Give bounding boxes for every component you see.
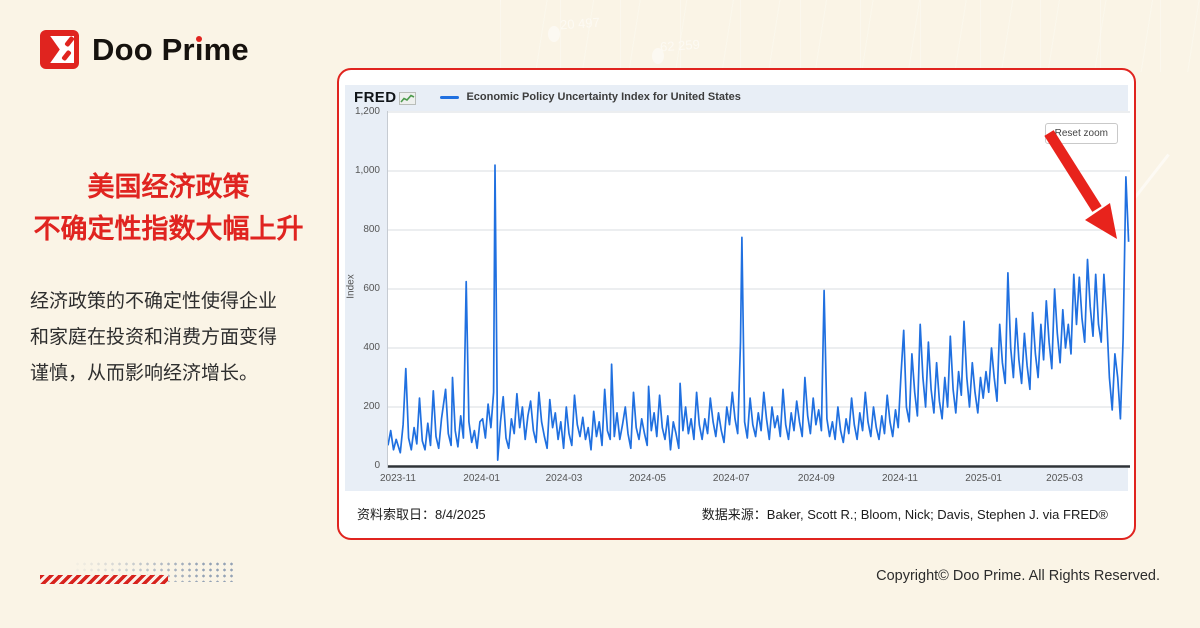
watermark-dot: [548, 26, 560, 42]
striped-bar-decoration: [40, 575, 168, 584]
watermark-number: 62 259: [659, 36, 701, 55]
description-line: 和家庭在投资和消费方面变得: [30, 327, 278, 348]
x-tick-label: 2024-07: [712, 473, 750, 484]
plot-svg: [388, 111, 1130, 468]
x-tick-label: 2024-03: [545, 473, 583, 484]
x-tick-label: 2024-09: [797, 473, 835, 484]
wordmark-part: me: [203, 31, 249, 67]
y-tick-label: 400: [363, 342, 380, 353]
x-axis: 2023-11 2024-01 2024-03 2024-05 2024-07 2024-…: [380, 473, 1129, 489]
y-tick-label: 600: [363, 283, 380, 294]
y-axis: 0 200 400 600 800 1,000 1,200: [345, 106, 384, 471]
reset-zoom-button[interactable]: Reset zoom: [1044, 123, 1118, 144]
y-tick-label: 1,200: [354, 106, 380, 117]
card-footer: 资料索取日：8/4/2025 数据来源：Baker, Scott R.; Blo…: [339, 492, 1134, 538]
x-tick-label: 2025-03: [1046, 473, 1083, 484]
doo-prime-logo-icon: [40, 30, 79, 69]
description-line: 谨慎，从而影响经济增长。: [30, 363, 259, 384]
y-tick-label: 0: [374, 460, 380, 471]
fred-wordmark: FRED: [354, 88, 397, 106]
background-chart-watermark: 20 497 62 259: [500, 0, 1200, 72]
plot-area[interactable]: [387, 111, 1130, 468]
red-i-dot: [196, 35, 203, 42]
wordmark-i: ı: [194, 31, 204, 67]
description-line: 经济政策的不确定性使得企业: [30, 291, 278, 312]
fred-logo: FRED: [354, 88, 417, 106]
red-arrow-annotation: [1044, 130, 1117, 239]
y-tick-label: 800: [363, 224, 380, 235]
watermark-number: 20 497: [559, 14, 601, 33]
legend-item[interactable]: Economic Policy Uncertainty Index for Un…: [440, 91, 741, 103]
chart-header: FRED Economic Policy Uncertainty Index f…: [345, 85, 1128, 109]
chart-card: FRED Economic Policy Uncertainty Index f…: [337, 68, 1136, 540]
x-tick-label: 2025-01: [965, 473, 1002, 484]
headline: 美国经济政策 不确定性指数大幅上升: [0, 166, 337, 250]
doo-prime-wordmark: Doo Pr ı me: [92, 32, 249, 68]
legend-label: Economic Policy Uncertainty Index for Un…: [466, 91, 741, 103]
y-tick-label: 1,000: [354, 165, 380, 176]
headline-line1: 美国经济政策: [87, 172, 250, 202]
watermark-dot: [652, 48, 664, 64]
headline-line2: 不确定性指数大幅上升: [33, 214, 304, 244]
fred-chart-widget: FRED Economic Policy Uncertainty Index f…: [345, 85, 1130, 491]
x-tick-label: 2024-05: [629, 473, 666, 484]
copyright-text: Copyright© Doo Prime. All Rights Reserve…: [876, 568, 1160, 584]
data-retrieval-date: 资料索取日：8/4/2025: [357, 506, 486, 522]
x-tick-label: 2024-01: [463, 473, 500, 484]
fred-chart-icon: [399, 91, 417, 105]
wordmark-part: Doo Pr: [92, 31, 195, 67]
description-text: 经济政策的不确定性使得企业 和家庭在投资和消费方面变得 谨慎，从而影响经济增长。: [30, 284, 335, 392]
x-tick-label: 2024-11: [881, 473, 918, 484]
legend-line-marker: [440, 95, 460, 99]
x-tick-label: 2023-11: [379, 473, 416, 484]
doo-prime-logo: Doo Pr ı me: [40, 30, 249, 69]
data-source: 数据来源：Baker, Scott R.; Bloom, Nick; Davis…: [701, 506, 1108, 522]
y-tick-label: 200: [363, 401, 380, 412]
